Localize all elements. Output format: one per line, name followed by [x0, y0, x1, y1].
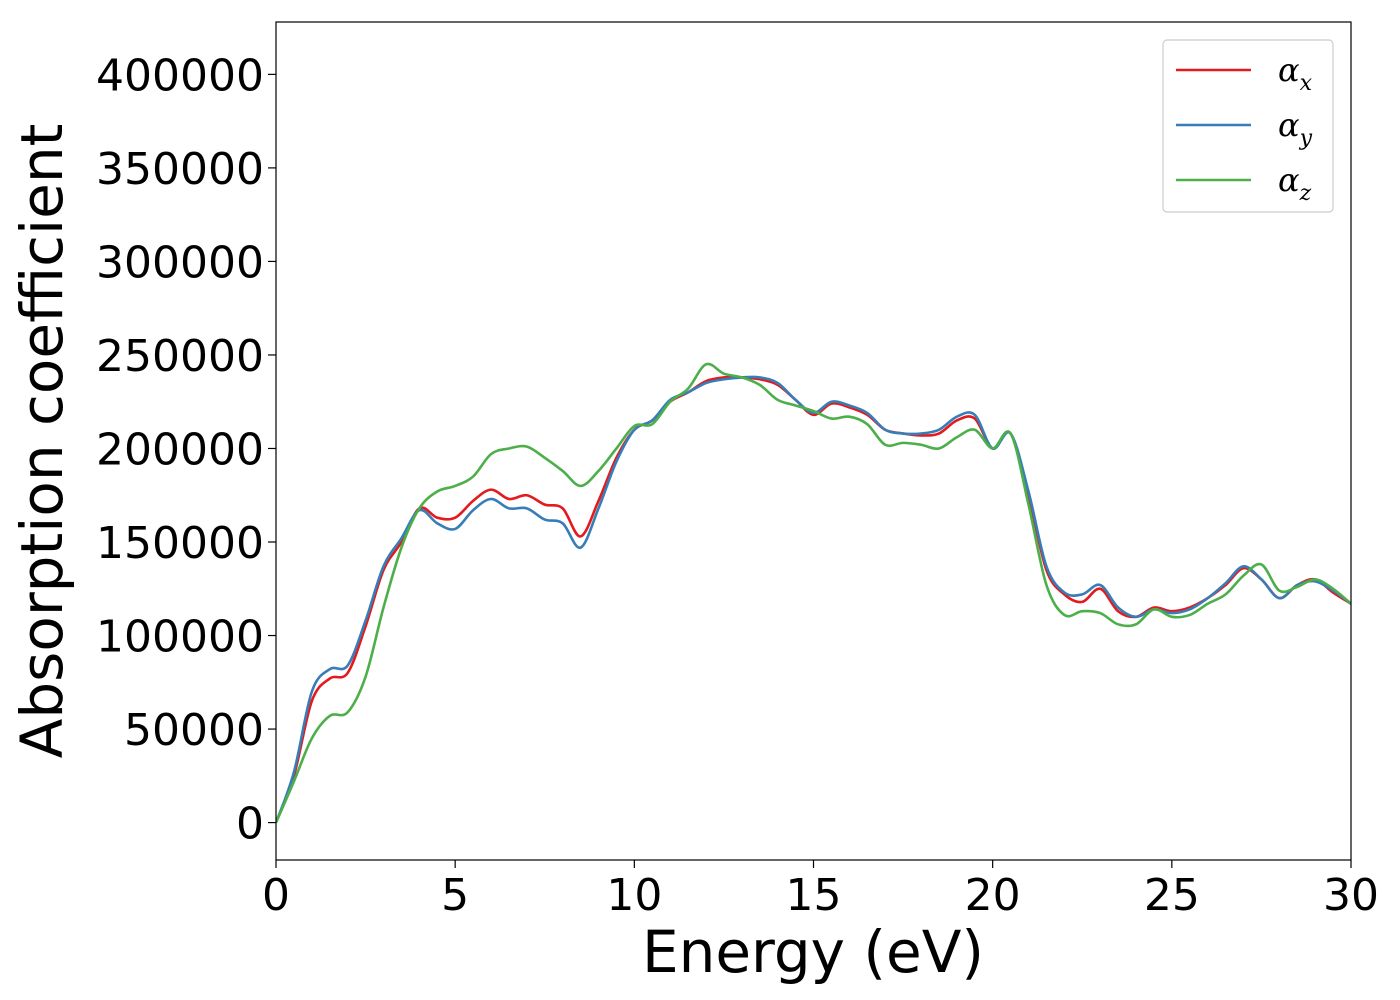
x-tick-label: 10	[606, 870, 662, 921]
y-axis: 0 50000 100000 150000 200000 250000 300000 3500…	[96, 50, 276, 850]
y-tick-label: 200000	[96, 424, 264, 475]
x-tick-label: 15	[786, 870, 842, 921]
y-axis-label: Absorption coefficient	[8, 124, 76, 759]
y-tick-label: 50000	[124, 705, 264, 756]
x-tick-label: 5	[441, 870, 469, 921]
y-tick-label: 100000	[96, 612, 264, 663]
legend-label-alpha-x: αx	[1278, 51, 1313, 96]
x-tick-label: 20	[965, 870, 1021, 921]
series-line-alpha-x	[276, 375, 1351, 824]
y-tick-label: 0	[236, 799, 264, 850]
y-tick-label: 300000	[96, 237, 264, 288]
y-tick-label: 350000	[96, 144, 264, 195]
series-layer	[276, 362, 1351, 824]
x-axis-label: Energy (eV)	[642, 918, 984, 986]
x-tick-label: 0	[262, 870, 290, 921]
x-tick-label: 30	[1323, 870, 1379, 921]
y-tick-label: 150000	[96, 518, 264, 569]
y-tick-label: 400000	[96, 50, 264, 101]
series-line-alpha-z	[276, 362, 1351, 824]
x-tick-label: 25	[1144, 870, 1200, 921]
series-line-alpha-y	[276, 375, 1351, 824]
y-tick-label: 250000	[96, 331, 264, 382]
x-axis: 0 5 10 15 20 25 30	[262, 860, 1379, 921]
